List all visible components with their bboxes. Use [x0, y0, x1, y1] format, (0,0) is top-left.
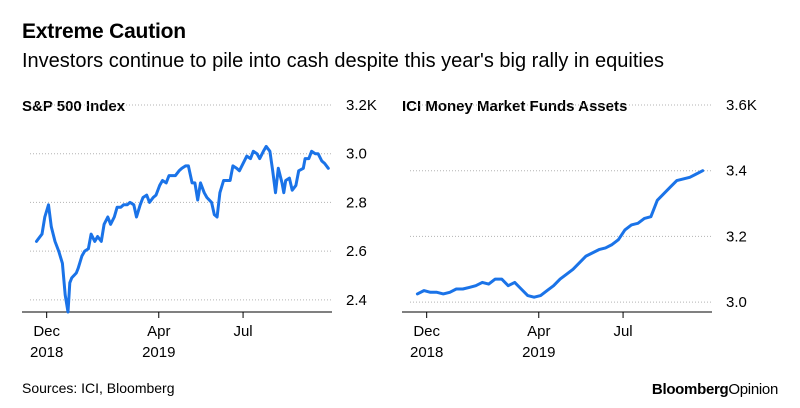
mmf-x-tick-label: Jul: [613, 323, 632, 340]
sp500-y-tick-label: 3.2K: [346, 97, 377, 114]
brand-opinion: Opinion: [728, 381, 778, 398]
sp500-x-tick-label: Jul: [233, 323, 252, 340]
mmf-x-tick-label: Dec: [413, 323, 440, 340]
source-note: Sources: ICI, Bloomberg: [22, 380, 175, 396]
mmf-y-tick-label: 3.0: [726, 294, 747, 311]
chart-subtitle: Investors continue to pile into cash des…: [22, 50, 664, 72]
sp500-x-tick-year: 2018: [30, 344, 63, 361]
mmf-x-tick-label: Apr: [527, 323, 550, 340]
sp500-series-line: [35, 144, 330, 314]
brand-bloomberg: Bloomberg: [651, 381, 729, 398]
mmf-y-tick-label: 3.6K: [726, 97, 757, 114]
sp500-y-tick-label: 2.6: [346, 243, 367, 260]
mmf-x-tick-year: 2018: [410, 344, 443, 361]
mmf-y-tick-label: 3.2: [726, 228, 747, 245]
sp500-x-tick-label: Dec: [33, 323, 60, 340]
chart-title: Extreme Caution: [22, 20, 186, 43]
mmf-panel-title: ICI Money Market Funds Assets: [402, 98, 628, 115]
mmf-y-tick-label: 3.4: [726, 163, 747, 180]
mmf-x-tick-year: 2019: [522, 344, 555, 361]
sp500-y-tick-label: 3.0: [346, 146, 367, 163]
sp500-x-tick-year: 2019: [142, 344, 175, 361]
sp500-x-tick-label: Apr: [147, 323, 170, 340]
bloomberg-opinion-logo: BloombergOpinion: [652, 381, 778, 398]
mmf-series-line: [415, 169, 705, 299]
sp500-y-tick-label: 2.4: [346, 292, 367, 309]
sp500-panel-title: S&P 500 Index: [22, 98, 126, 115]
sp500-y-tick-label: 2.8: [346, 194, 367, 211]
